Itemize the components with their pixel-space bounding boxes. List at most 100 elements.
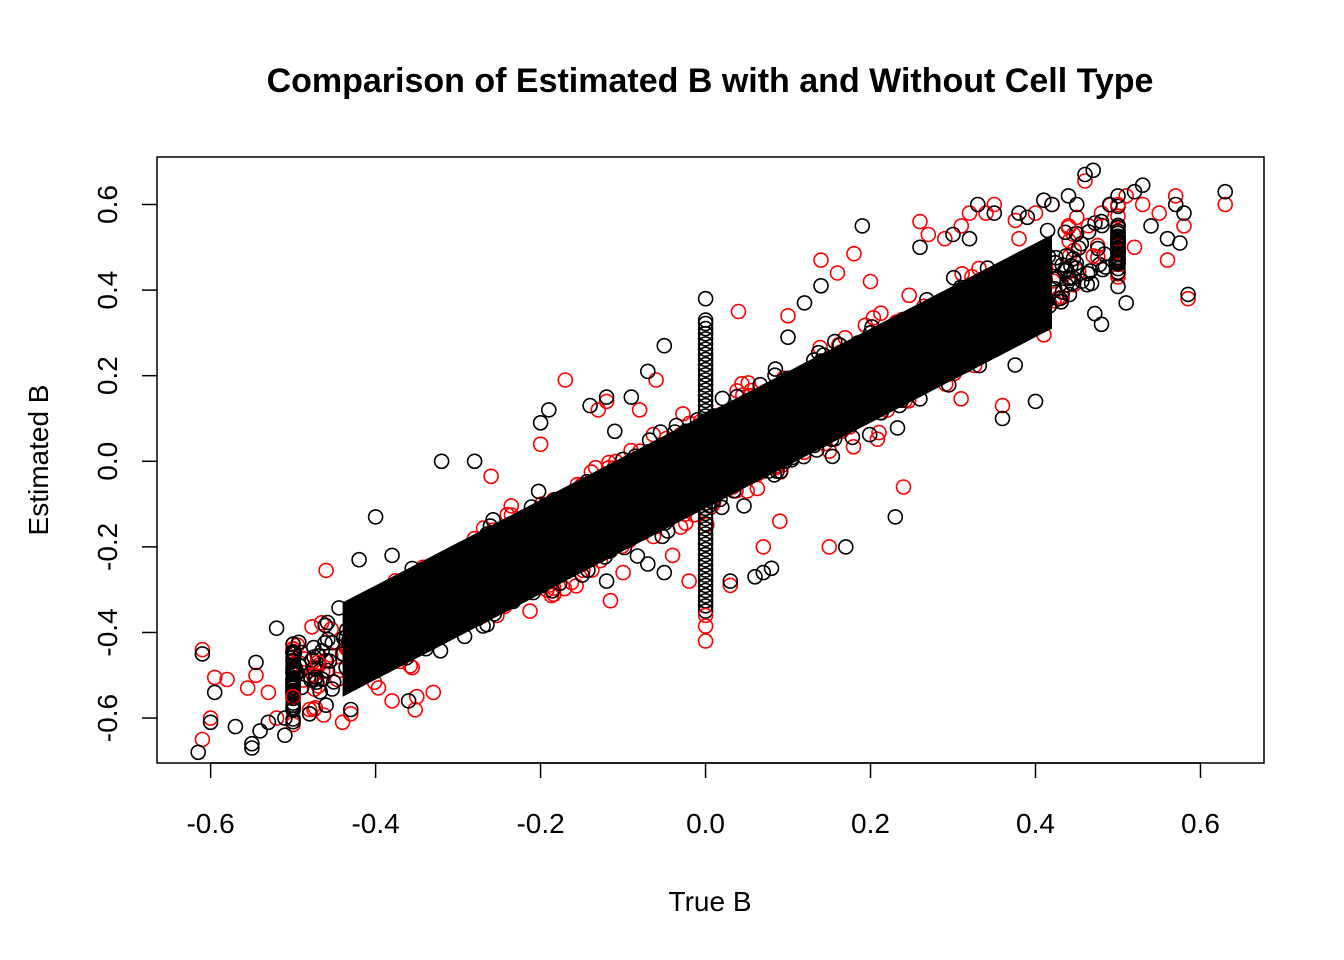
y-tick-label: 0.0 (92, 442, 123, 481)
data-point (681, 573, 697, 589)
data-point (813, 277, 829, 294)
data-point (767, 361, 784, 377)
data-point (285, 713, 301, 730)
data-point (945, 269, 962, 286)
data-point (697, 541, 714, 558)
data-point (740, 375, 757, 391)
data-point (920, 226, 937, 243)
data-point (202, 710, 219, 726)
data-point (697, 428, 714, 445)
data-point (631, 402, 648, 418)
data-point (1080, 224, 1097, 240)
data-point (1085, 162, 1101, 179)
data-point (953, 218, 970, 234)
y-axis-label: Estimated B (23, 385, 54, 536)
data-point (244, 735, 260, 752)
data-point (313, 614, 330, 631)
data-point (1110, 196, 1126, 213)
data-point (384, 693, 400, 709)
data-point (1134, 177, 1151, 193)
data-point (540, 402, 557, 418)
data-point (697, 387, 714, 404)
data-point (697, 536, 714, 553)
data-point (697, 331, 714, 347)
data-point (722, 577, 739, 594)
data-point (697, 577, 714, 594)
data-point (194, 641, 211, 658)
data-point (887, 509, 904, 525)
data-point (763, 560, 780, 577)
data-point (697, 361, 714, 378)
data-point (697, 459, 714, 476)
data-point (367, 509, 384, 525)
data-point (912, 213, 928, 230)
data-point (697, 408, 714, 424)
data-point (1134, 196, 1151, 213)
data-point (1110, 241, 1126, 258)
data-point (1077, 173, 1093, 189)
x-axis: -0.6 -0.4 -0.2 0.0 0.2 0.4 0.6 (186, 762, 1220, 839)
data-point (466, 453, 483, 470)
y-tick-label: 0.4 (92, 271, 123, 310)
data-point (697, 495, 714, 512)
data-point (319, 614, 336, 631)
data-point (978, 205, 994, 221)
data-point (285, 688, 301, 705)
data-point (227, 718, 244, 735)
data-point (697, 312, 714, 328)
data-point (317, 617, 334, 634)
data-point (268, 620, 285, 637)
data-point (1110, 253, 1126, 269)
data-point (1027, 205, 1044, 221)
data-point (861, 426, 878, 443)
data-point (334, 714, 351, 731)
data-point (307, 669, 324, 685)
chart-title: Comparison of Estimated B with and Witho… (267, 62, 1154, 100)
data-point (639, 556, 656, 572)
data-point (219, 671, 235, 688)
data-point (697, 633, 714, 649)
data-point (1159, 252, 1176, 268)
data-point (606, 423, 623, 440)
data-point (697, 433, 714, 450)
data-point (1093, 316, 1110, 333)
data-point (1110, 232, 1126, 249)
data-point (697, 562, 714, 578)
data-point (697, 479, 714, 496)
data-point (780, 307, 796, 324)
data-point (324, 681, 341, 697)
data-point (697, 572, 714, 589)
data-point (697, 372, 714, 388)
data-point (796, 295, 813, 311)
x-tick-label: 0.4 (1016, 808, 1055, 839)
data-point (1093, 213, 1110, 230)
data-point (945, 226, 961, 243)
data-point (522, 603, 538, 619)
data-point (206, 669, 223, 686)
data-point (697, 356, 714, 373)
data-point (319, 662, 336, 679)
data-point (986, 205, 1003, 221)
data-point (1167, 188, 1184, 204)
data-point (813, 252, 829, 268)
data-point (697, 567, 714, 583)
data-point (1176, 218, 1192, 234)
data-point (697, 474, 714, 491)
data-point (697, 320, 714, 337)
data-point (986, 196, 1003, 213)
data-point (1217, 183, 1233, 200)
data-point (697, 341, 714, 358)
data-point (771, 513, 788, 530)
data-points (190, 162, 1233, 761)
data-point (749, 480, 766, 497)
data-point (1069, 209, 1085, 226)
data-point (912, 239, 928, 256)
data-point (697, 382, 714, 399)
data-point (190, 744, 206, 761)
data-point (901, 287, 918, 304)
data-point (239, 680, 256, 696)
y-tick-label: -0.2 (92, 523, 123, 571)
data-point (697, 397, 714, 414)
data-point (1056, 262, 1073, 279)
data-point (1180, 290, 1196, 307)
